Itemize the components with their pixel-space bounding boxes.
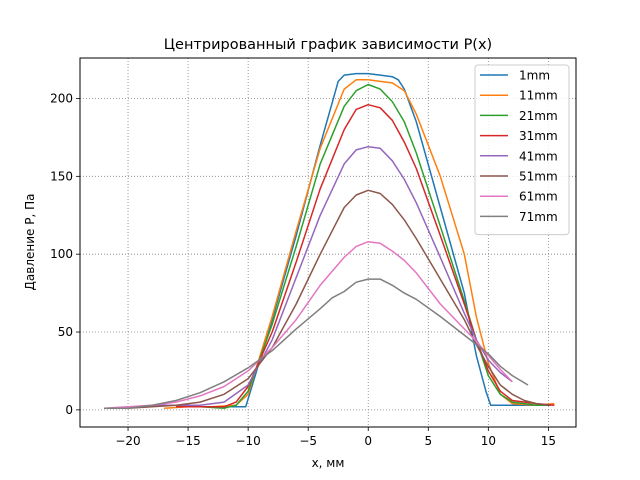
x-tick-label: −20 [115, 434, 140, 448]
series-line-41mm [152, 145, 513, 406]
series-line-71mm [104, 278, 529, 410]
x-tick-label: −5 [299, 434, 317, 448]
x-tick-label: 5 [424, 434, 432, 448]
legend: 1mm 11mm 21mm 31mm 41mm 51mm 61mm 71mm [474, 64, 570, 236]
plot-frame [79, 57, 577, 428]
legend-label: 11mm [519, 89, 558, 103]
series-line-1mm [224, 72, 551, 408]
series-line-21mm [176, 83, 549, 410]
chart-title: Центрированный график зависимости P(x) [164, 37, 492, 53]
y-tick-label: 150 [50, 169, 73, 183]
series-line-51mm [127, 189, 549, 410]
legend-label: 31mm [519, 129, 558, 143]
x-tick-label: −10 [235, 434, 260, 448]
x-tick-label: 0 [364, 434, 372, 448]
legend-label: 71mm [519, 210, 558, 224]
series-line-61mm [103, 240, 513, 410]
y-tick-label: 0 [65, 403, 73, 417]
x-tick-label: −15 [175, 434, 200, 448]
x-tick-label: 15 [541, 434, 556, 448]
x-tick-label: 10 [481, 434, 496, 448]
series-line-31mm [176, 103, 555, 408]
y-tick-label: 100 [50, 247, 73, 261]
y-axis-label: Давление P, Па [23, 194, 37, 291]
legend-label: 1mm [519, 69, 550, 83]
legend-label: 61mm [519, 190, 558, 204]
y-tick-label: 50 [58, 325, 73, 339]
y-tick-label: 200 [50, 91, 73, 105]
legend-label: 21mm [519, 109, 558, 123]
legend-box [474, 64, 570, 236]
legend-label: 51mm [519, 170, 558, 184]
series-lines [103, 72, 555, 410]
x-axis-label: x, мм [312, 456, 345, 470]
legend-label: 41mm [519, 149, 558, 163]
